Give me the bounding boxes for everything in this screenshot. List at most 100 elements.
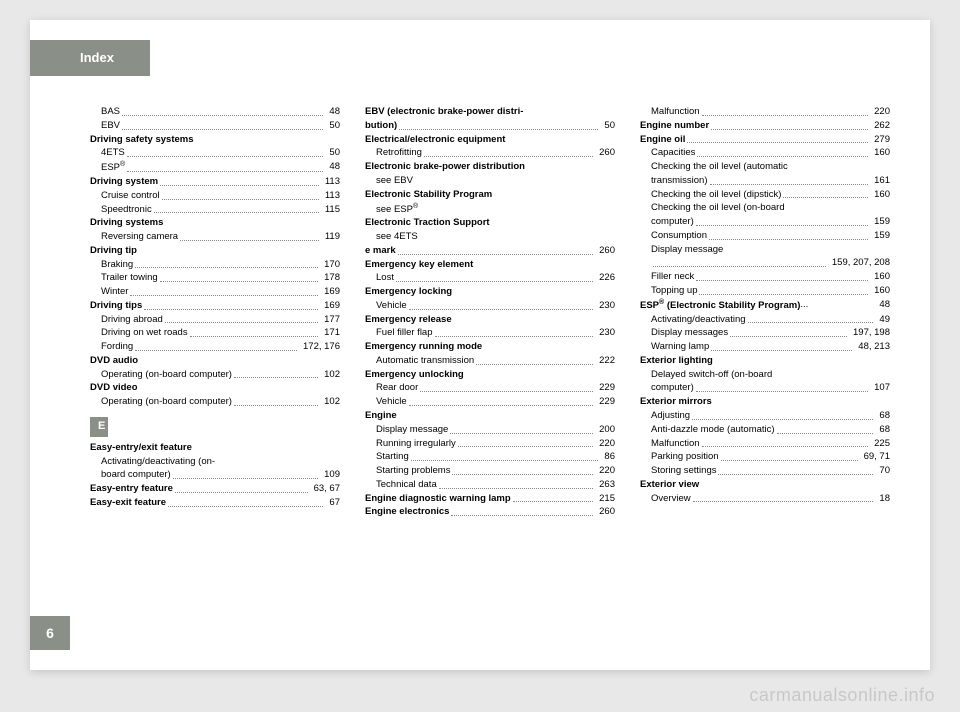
entry-label: Driving safety systems [90, 133, 194, 147]
entry-label: Activating/deactivating (on- [101, 455, 215, 469]
entry-label: DVD video [90, 381, 138, 395]
leader-dots [696, 215, 868, 226]
entry-label: Starting problems [376, 464, 450, 478]
entry-label: transmission) [651, 174, 708, 188]
index-entry: Rear door229 [365, 381, 615, 395]
entry-page: 68 [875, 409, 890, 423]
entry-label: Exterior mirrors [640, 395, 712, 409]
leader-dots [398, 244, 594, 255]
leader-dots [130, 285, 318, 296]
index-entry: Adjusting 68 [640, 409, 890, 423]
entry-page: 230 [595, 326, 615, 340]
index-entry: Lost226 [365, 271, 615, 285]
entry-label: ESP® [101, 160, 125, 175]
entry-label: Vehicle [376, 299, 407, 313]
leader-dots [711, 119, 868, 130]
index-entry: ESP®48 [90, 160, 340, 175]
index-entry: e mark 260 [365, 244, 615, 258]
leader-dots [154, 203, 319, 214]
entry-label: Adjusting [651, 409, 690, 423]
entry-label: Easy-exit feature [90, 496, 166, 510]
entry-label: ESP® (Electronic Stability Program) [640, 298, 800, 313]
index-entry: Display message200 [365, 423, 615, 437]
index-entry: Storing settings70 [640, 464, 890, 478]
entry-label: Delayed switch-off (on-board [651, 368, 772, 382]
entry-page: 260 [595, 146, 615, 160]
entry-page: 229 [595, 381, 615, 395]
index-entry: Retrofitting260 [365, 146, 615, 160]
entry-page: 260 [595, 244, 615, 258]
index-entry: DVD video [90, 381, 340, 395]
index-entry: Emergency running mode [365, 340, 615, 354]
index-entry: Engine electronics260 [365, 505, 615, 519]
entry-label: Exterior lighting [640, 354, 713, 368]
entry-label: Easy-entry/exit feature [90, 441, 192, 455]
entry-label: computer) [651, 381, 694, 395]
entry-page: 220 [595, 464, 615, 478]
entry-page: 102 [320, 395, 340, 409]
index-entry: Display message [640, 243, 890, 257]
entry-label: Running irregularly [376, 437, 456, 451]
entry-label: see EBV [376, 174, 413, 188]
entry-page: 159 [870, 229, 890, 243]
section-heading: E [90, 417, 108, 437]
entry-label: Automatic transmission [376, 354, 474, 368]
leader-dots [687, 133, 868, 144]
leader-dots [451, 505, 593, 516]
entry-page: 50 [325, 146, 340, 160]
entry-label: Cruise control [101, 189, 160, 203]
leader-dots [513, 492, 593, 503]
index-entry: Easy-exit feature 67 [90, 496, 340, 510]
index-entry: 4ETS50 [90, 146, 340, 160]
index-entry: Overview18 [640, 492, 890, 506]
entry-label: Operating (on-board computer) [101, 368, 232, 382]
entry-page: 68 [875, 423, 890, 437]
entry-page: 220 [870, 105, 890, 119]
entry-page: 161 [870, 174, 890, 188]
index-entry: Driving abroad 177 [90, 313, 340, 327]
index-entry: Consumption 159 [640, 229, 890, 243]
entry-page: 67 [325, 496, 340, 510]
entry-page: 50 [325, 119, 340, 133]
entry-page: 225 [870, 437, 890, 451]
entry-page: 172, 176 [299, 340, 340, 354]
leader-dots [234, 395, 318, 406]
entry-label: Exterior view [640, 478, 699, 492]
index-entry: Fuel filler flap230 [365, 326, 615, 340]
leader-dots [162, 189, 319, 200]
index-entry: Engine oil 279 [640, 133, 890, 147]
index-entry: Trailer towing178 [90, 271, 340, 285]
index-entry: Starting86 [365, 450, 615, 464]
entry-label: Warning lamp [651, 340, 709, 354]
entry-label: Topping up [651, 284, 697, 298]
entry-page: 178 [320, 271, 340, 285]
index-entry: see EBV [365, 174, 615, 188]
entry-page: 200 [595, 423, 615, 437]
entry-label: Technical data [376, 478, 437, 492]
leader-dots [702, 437, 869, 448]
entry-label: Driving tips [90, 299, 142, 313]
index-entry: computer)159 [640, 215, 890, 229]
index-header: Index [30, 40, 150, 76]
leader-dots [135, 258, 318, 269]
entry-page: 18 [875, 492, 890, 506]
entry-label: Vehicle [376, 395, 407, 409]
index-entry: ESP® (Electronic Stability Program)...48 [640, 298, 890, 313]
entry-label: Anti-dazzle mode (automatic) [651, 423, 775, 437]
entry-label: Driving tip [90, 244, 137, 258]
entry-label: e mark [365, 244, 396, 258]
entry-label: Display messages [651, 326, 728, 340]
page-number-box: 6 [30, 616, 70, 650]
entry-label: Engine diagnostic warning lamp [365, 492, 511, 506]
index-entry: bution)50 [365, 119, 615, 133]
leader-dots [122, 105, 323, 116]
entry-page: 279 [870, 133, 890, 147]
leader-dots [160, 271, 318, 282]
index-entry: see ESP® [365, 201, 615, 216]
index-entry: Operating (on-board computer)102 [90, 395, 340, 409]
index-entry: Vehicle230 [365, 299, 615, 313]
index-entry: see 4ETS [365, 230, 615, 244]
entry-label: Consumption [651, 229, 707, 243]
leader-dots [435, 326, 594, 337]
entry-page: 63, 67 [310, 482, 340, 496]
